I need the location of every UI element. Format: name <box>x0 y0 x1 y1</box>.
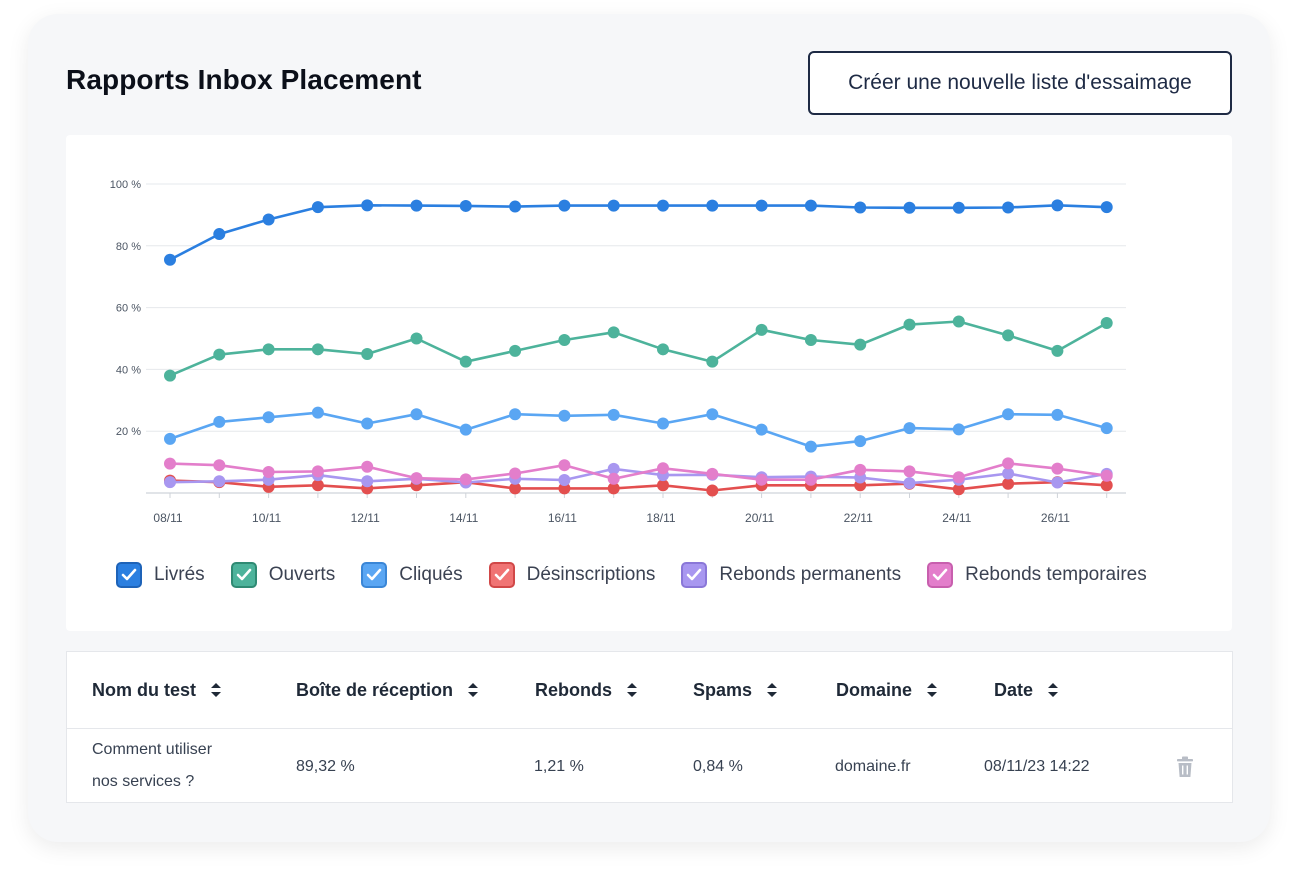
column-label: Nom du test <box>92 679 197 700</box>
legend-label-livres: Livrés <box>154 564 205 585</box>
check-icon <box>494 568 509 581</box>
legend-checkbox-rebonds-temporaires[interactable] <box>927 562 954 588</box>
check-icon <box>366 568 382 581</box>
legend-item-ouverts[interactable]: Ouverts <box>230 562 336 588</box>
column-header-domain[interactable]: Domaine <box>836 652 938 728</box>
legend-label-rebonds-temporaires: Rebonds temporaires <box>965 564 1147 585</box>
column-header-bounces[interactable]: Rebonds <box>535 652 638 728</box>
legend-label-cliques: Cliqués <box>399 564 463 585</box>
legend-label-desinscriptions: Désinscriptions <box>526 564 656 585</box>
legend-item-rebonds-temporaires[interactable]: Rebonds temporaires <box>927 562 1147 588</box>
tests-table: Nom du test Boîte de réception Rebonds S… <box>66 651 1233 803</box>
legend-checkbox-ouverts[interactable] <box>230 562 257 588</box>
sort-arrows-icon <box>627 683 638 697</box>
cell-spams: 0,84 % <box>693 758 743 775</box>
legend-label-ouverts: Ouverts <box>268 564 336 585</box>
chart-legend: Livrés Ouverts Cliqués Désinscriptions R… <box>116 558 1173 592</box>
cell-test-name-line2: nos services ? <box>92 773 195 790</box>
cell-test-name-line1: Comment utiliser <box>92 741 213 758</box>
legend-checkbox-desinscriptions[interactable] <box>488 562 515 588</box>
page-title: Rapports Inbox Placement <box>66 64 422 95</box>
column-header-date[interactable]: Date <box>994 652 1059 728</box>
legend-checkbox-rebonds-permanents[interactable] <box>681 562 708 588</box>
sort-arrows-icon <box>927 683 938 697</box>
legend-checkbox-livres[interactable] <box>116 562 142 588</box>
cell-bounces: 1,21 % <box>534 758 584 775</box>
cell-inbox: 89,32 % <box>296 758 355 775</box>
check-icon <box>687 568 702 581</box>
legend-item-desinscriptions[interactable]: Désinscriptions <box>488 562 656 588</box>
column-label: Spams <box>693 679 753 700</box>
column-label: Date <box>994 679 1034 700</box>
column-header-spams[interactable]: Spams <box>693 652 778 728</box>
cell-domain: domaine.fr <box>835 758 911 775</box>
column-header-test-name[interactable]: Nom du test <box>92 652 222 728</box>
legend-checkbox-cliques[interactable] <box>361 562 388 588</box>
sort-arrows-icon <box>767 683 778 697</box>
check-icon <box>932 568 948 581</box>
create-seed-list-button[interactable]: Créer une nouvelle liste d'essaimage <box>808 51 1232 115</box>
table-header: Nom du test Boîte de réception Rebonds S… <box>67 652 1232 729</box>
column-label: Domaine <box>836 679 913 700</box>
legend-item-livres[interactable]: Livrés <box>116 562 205 588</box>
column-label: Boîte de réception <box>296 679 454 700</box>
legend-item-cliques[interactable]: Cliqués <box>361 562 463 588</box>
column-label: Rebonds <box>535 679 613 700</box>
legend-label-rebonds-permanents: Rebonds permanents <box>719 564 902 585</box>
legend-item-rebonds-permanents[interactable]: Rebonds permanents <box>681 562 901 588</box>
check-icon <box>236 568 251 581</box>
column-header-inbox[interactable]: Boîte de réception <box>296 652 479 728</box>
chart-panel <box>66 135 1232 631</box>
sort-arrows-icon <box>468 683 479 697</box>
cell-date: 08/11/23 14:22 <box>984 758 1090 775</box>
sort-arrows-icon <box>211 683 222 697</box>
trash-icon[interactable] <box>1175 756 1195 778</box>
check-icon <box>121 568 137 581</box>
sort-arrows-icon <box>1048 683 1059 697</box>
